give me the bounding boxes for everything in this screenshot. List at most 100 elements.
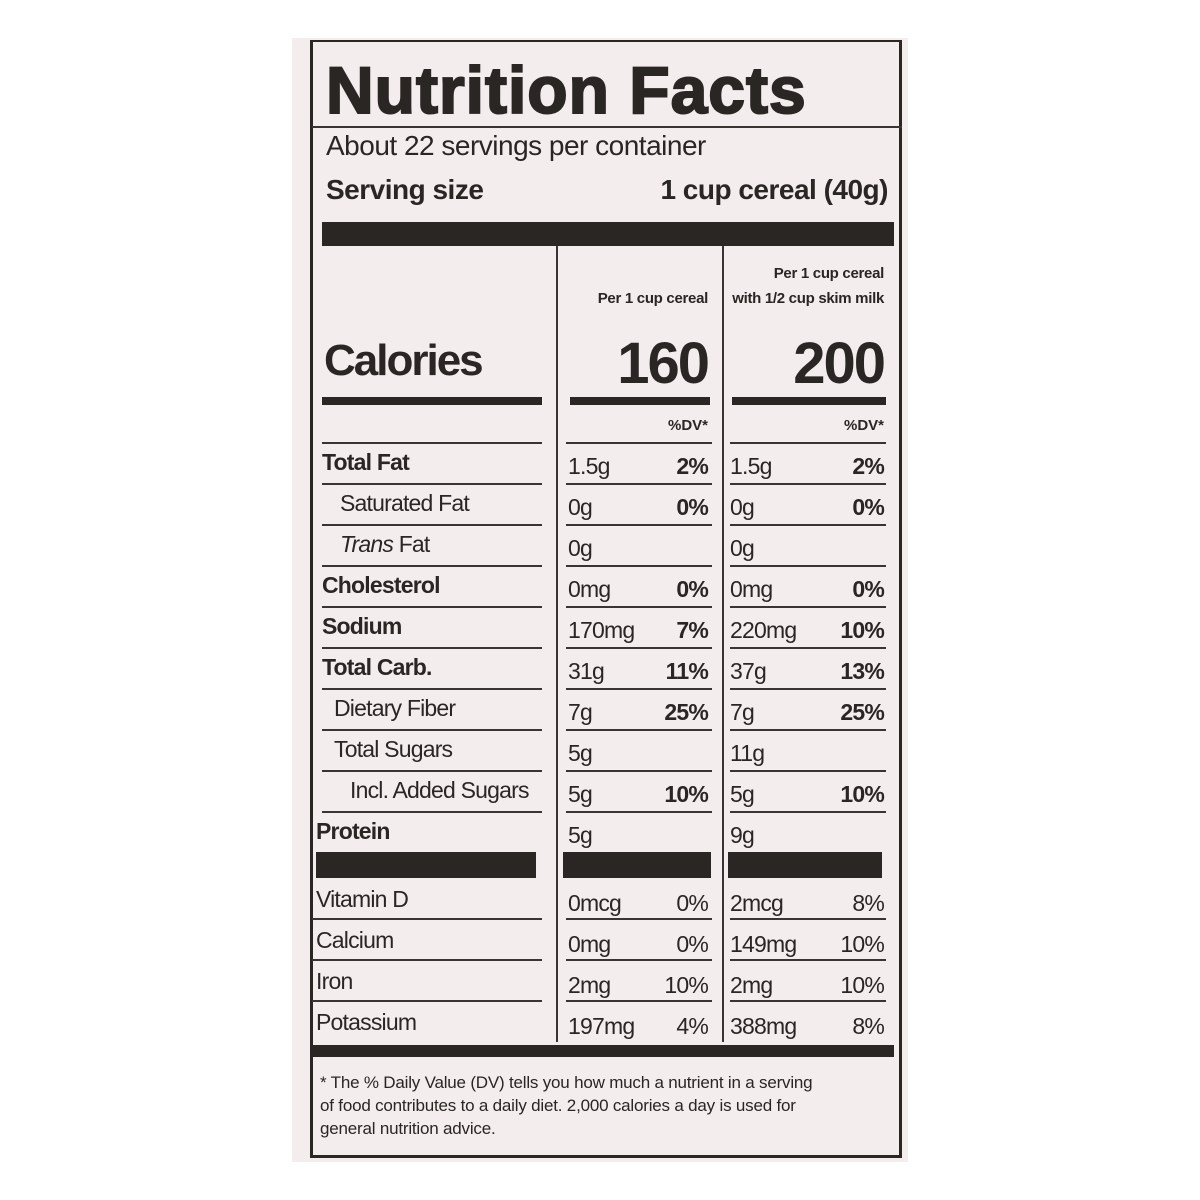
row-line bbox=[312, 1000, 542, 1002]
percent-dv: 10% bbox=[664, 781, 708, 807]
servings: About 22 servings per container bbox=[326, 130, 706, 161]
thick-bar bbox=[732, 397, 886, 405]
thick-bar bbox=[322, 222, 894, 246]
percent-dv: 8% bbox=[852, 1013, 884, 1039]
nutrient-name: Iron bbox=[316, 968, 353, 994]
amount: 0g bbox=[730, 535, 755, 561]
percent-dv: 11% bbox=[665, 658, 709, 684]
amount: 11g bbox=[730, 740, 765, 766]
nutrient-name: Trans Fat bbox=[340, 531, 430, 558]
amount: 5g bbox=[568, 822, 593, 848]
divider bbox=[312, 126, 902, 128]
percent-dv: 25% bbox=[840, 699, 884, 725]
amount: 1.5g bbox=[730, 453, 772, 479]
amount: 1.5g bbox=[568, 453, 610, 479]
label-border bbox=[310, 40, 902, 1158]
dv-header: %DV* bbox=[843, 417, 884, 434]
row-line bbox=[322, 524, 542, 526]
percent-dv: 0% bbox=[676, 931, 708, 957]
row-line bbox=[566, 647, 712, 649]
row-line bbox=[312, 918, 542, 920]
amount: 170mg bbox=[568, 617, 635, 643]
percent-dv: 10% bbox=[840, 931, 884, 957]
amount: 0mcg bbox=[568, 890, 622, 916]
amount: 388mg bbox=[730, 1013, 797, 1039]
amount: 5g bbox=[730, 781, 755, 807]
thick-bar bbox=[322, 397, 542, 405]
nutrient-name: Incl. Added Sugars bbox=[350, 777, 529, 803]
calories-value: 160 bbox=[617, 331, 710, 396]
row-line bbox=[566, 918, 712, 920]
percent-dv: 25% bbox=[664, 699, 708, 725]
row-line bbox=[322, 647, 542, 649]
dv-header: %DV* bbox=[667, 417, 708, 434]
row-line bbox=[566, 1000, 712, 1002]
title: Nutrition Facts bbox=[325, 52, 807, 128]
row-line bbox=[566, 811, 712, 813]
nutrient-name-part: Fat bbox=[398, 531, 431, 557]
thick-bar bbox=[563, 852, 711, 878]
thick-bar bbox=[316, 852, 536, 878]
amount: 197mg bbox=[568, 1013, 635, 1039]
thick-bar bbox=[728, 852, 882, 878]
column-header: with 1/2 cup skim milk bbox=[732, 290, 884, 307]
amount: 2mg bbox=[730, 972, 773, 998]
nutrient-name: Calcium bbox=[316, 927, 394, 953]
row-line bbox=[322, 729, 542, 731]
footnote: general nutrition advice. bbox=[320, 1119, 496, 1138]
amount: 0mg bbox=[730, 576, 773, 602]
footnote: of food contributes to a daily diet. 2,0… bbox=[320, 1096, 796, 1115]
percent-dv: 0% bbox=[852, 494, 884, 520]
nutrient-name: Sodium bbox=[322, 613, 402, 639]
percent-dv: 7% bbox=[676, 617, 708, 643]
amount: 0mg bbox=[568, 931, 611, 957]
thick-bar bbox=[570, 397, 710, 405]
row-line bbox=[730, 565, 886, 567]
percent-dv: 8% bbox=[852, 890, 884, 916]
row-line bbox=[566, 688, 712, 690]
row-line bbox=[730, 606, 886, 608]
nutrient-name: Potassium bbox=[316, 1009, 417, 1035]
nutrient-name: Protein bbox=[316, 818, 390, 844]
nutrient-name: Total Fat bbox=[322, 449, 410, 475]
amount: 220mg bbox=[730, 617, 797, 643]
amount: 0g bbox=[568, 535, 593, 561]
row-line bbox=[730, 647, 886, 649]
row-line bbox=[566, 524, 712, 526]
row-line bbox=[566, 729, 712, 731]
nutrient-name: Total Carb. bbox=[322, 654, 432, 680]
percent-dv: 0% bbox=[852, 576, 884, 602]
percent-dv: 0% bbox=[676, 890, 708, 916]
percent-dv: 0% bbox=[676, 576, 708, 602]
amount: 2mcg bbox=[730, 890, 784, 916]
amount: 5g bbox=[568, 781, 593, 807]
row-line bbox=[730, 1000, 886, 1002]
amount: 0mg bbox=[568, 576, 611, 602]
serving-size-value: 1 cup cereal (40g) bbox=[660, 174, 888, 205]
row-line bbox=[730, 442, 886, 444]
amount: 31g bbox=[568, 658, 605, 684]
nutrient-name: Vitamin D bbox=[316, 886, 409, 912]
row-line bbox=[322, 688, 542, 690]
percent-dv: 2% bbox=[852, 453, 884, 479]
amount: 0g bbox=[568, 494, 593, 520]
percent-dv: 0% bbox=[676, 494, 708, 520]
row-line bbox=[730, 688, 886, 690]
row-line bbox=[730, 959, 886, 961]
calories-value: 200 bbox=[793, 331, 886, 396]
row-line bbox=[730, 524, 886, 526]
row-line bbox=[322, 770, 542, 772]
row-line bbox=[322, 606, 542, 608]
column-divider bbox=[556, 246, 558, 1042]
row-line bbox=[730, 811, 886, 813]
percent-dv: 4% bbox=[676, 1013, 708, 1039]
percent-dv: 2% bbox=[676, 453, 708, 479]
percent-dv: 10% bbox=[840, 781, 884, 807]
row-line bbox=[312, 959, 542, 961]
thick-bar bbox=[312, 1045, 894, 1057]
row-line bbox=[730, 918, 886, 920]
nutrient-name: Dietary Fiber bbox=[334, 695, 456, 721]
row-line bbox=[322, 483, 542, 485]
column-header: Per 1 cup cereal bbox=[773, 265, 885, 282]
nutrient-name: Total Sugars bbox=[334, 736, 453, 762]
